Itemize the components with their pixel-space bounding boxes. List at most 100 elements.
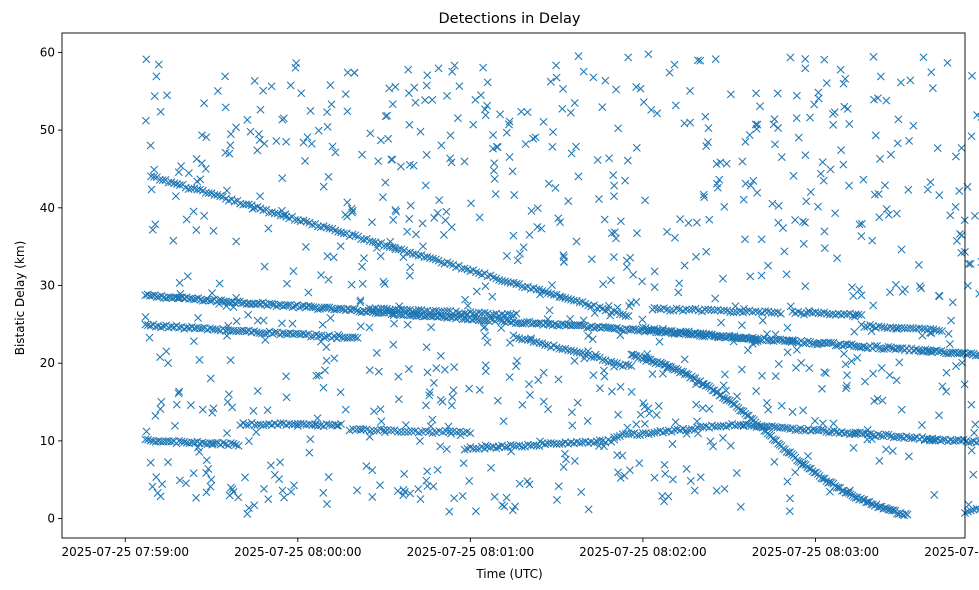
detection-point — [368, 237, 377, 246]
detection-point — [928, 84, 937, 93]
detection-point — [216, 192, 225, 201]
x-tick-label: 2025-07-25 08:01:00 — [407, 545, 534, 559]
detection-point — [380, 304, 389, 313]
detection-point — [198, 324, 207, 333]
detection-point — [460, 264, 469, 273]
detection-point — [891, 280, 900, 289]
detection-point — [858, 495, 867, 504]
detection-point — [771, 372, 780, 381]
detection-point — [518, 282, 527, 291]
detection-point — [365, 323, 374, 332]
detection-point — [720, 484, 729, 493]
detection-point — [816, 169, 825, 178]
detection-point — [480, 322, 489, 331]
detection-point — [830, 426, 839, 435]
detection-point — [446, 260, 455, 268]
detection-point — [957, 144, 966, 152]
detection-point — [500, 443, 509, 452]
detection-point — [497, 324, 506, 332]
detection-point — [668, 475, 677, 484]
detection-point — [372, 348, 381, 357]
detection-point — [256, 105, 265, 114]
detection-point — [607, 387, 616, 396]
detection-point — [964, 500, 973, 509]
detection-point — [322, 356, 331, 365]
detection-point — [579, 316, 588, 325]
detection-point — [875, 213, 884, 222]
detection-point — [814, 339, 823, 348]
detection-point — [224, 390, 233, 399]
x-tick-label: 2025-07-25 07:59:00 — [62, 545, 189, 559]
detection-point — [590, 309, 599, 317]
detection-point — [151, 411, 160, 420]
detection-point — [648, 370, 657, 378]
detection-point — [148, 291, 157, 300]
detection-point — [315, 371, 323, 380]
detection-point — [917, 284, 926, 293]
detection-point — [559, 84, 567, 93]
detection-point — [319, 383, 328, 392]
detection-point — [763, 330, 771, 338]
detection-point — [574, 52, 583, 61]
detection-point — [518, 442, 527, 451]
detection-point — [416, 127, 425, 136]
detection-point — [458, 492, 467, 500]
detection-point — [228, 485, 237, 494]
detection-point — [839, 160, 848, 169]
detection-point — [643, 350, 652, 358]
detection-point — [801, 64, 810, 73]
detection-point — [546, 77, 555, 86]
detection-point — [390, 243, 399, 252]
detection-point — [443, 91, 451, 100]
detection-point — [621, 176, 630, 185]
detection-point — [918, 331, 927, 340]
detection-point — [712, 486, 721, 495]
detection-point — [752, 387, 761, 395]
detection-point — [822, 79, 831, 88]
detection-point — [150, 165, 159, 174]
detection-point — [152, 72, 161, 81]
detection-point — [436, 351, 445, 360]
detection-point — [552, 61, 561, 70]
detection-point — [857, 232, 866, 241]
detection-point — [521, 319, 529, 327]
detection-point — [842, 384, 851, 393]
y-tick-label: 40 — [40, 201, 55, 215]
detection-point — [311, 421, 320, 429]
detection-point — [445, 507, 454, 516]
detection-point — [156, 492, 165, 501]
axis-ticks: 2025-07-25 07:59:00 2025-07-25 08:00:00 20… — [40, 45, 979, 559]
detection-point — [439, 230, 448, 239]
detection-point — [397, 427, 406, 436]
detection-point — [243, 509, 252, 518]
detection-point — [556, 218, 565, 227]
detection-point — [201, 164, 210, 173]
detection-point — [568, 421, 577, 430]
detection-point — [241, 473, 249, 482]
detection-point — [224, 321, 233, 330]
detection-point — [607, 229, 616, 238]
detection-point — [747, 421, 756, 430]
detection-point — [861, 343, 870, 352]
detection-point — [930, 490, 939, 499]
detection-point — [303, 133, 312, 142]
detection-point — [388, 100, 397, 109]
detection-point — [647, 105, 656, 114]
detection-point — [244, 310, 253, 319]
detection-point — [570, 99, 579, 107]
detection-point — [213, 325, 222, 334]
detection-point — [249, 406, 258, 415]
detection-point — [472, 268, 481, 277]
detection-point — [616, 331, 625, 340]
detection-point — [380, 280, 389, 288]
detection-point — [897, 245, 906, 254]
detection-point — [841, 360, 850, 369]
detection-point — [613, 323, 621, 332]
detection-point — [974, 351, 979, 360]
detection-point — [783, 323, 792, 332]
detection-point — [193, 177, 202, 186]
detection-point — [584, 439, 593, 447]
detection-point — [671, 418, 680, 427]
detection-point — [828, 110, 837, 118]
detection-point — [703, 138, 712, 147]
